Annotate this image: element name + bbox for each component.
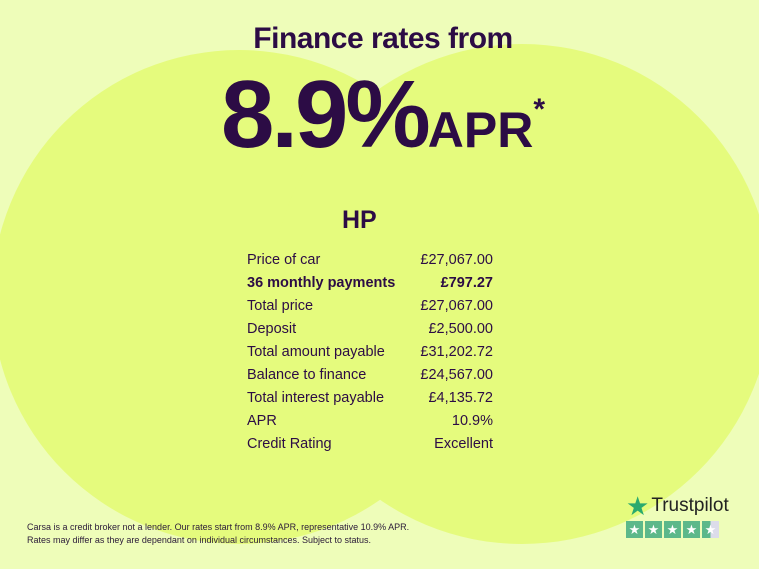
rating-star-icon: ★ xyxy=(664,521,681,538)
disclaimer-line-1: Carsa is a credit broker not a lender. O… xyxy=(27,522,410,532)
row-value: £797.27 xyxy=(440,275,493,291)
rate-suffix: APR xyxy=(427,102,534,158)
finance-table: Price of car £27,067.00 36 monthly payment… xyxy=(247,250,493,457)
trustpilot-star-icon: ★ xyxy=(626,491,650,521)
row-value: £24,567.00 xyxy=(420,367,493,383)
row-label: APR xyxy=(247,413,277,429)
trustpilot-rating: ★ ★ ★ ★ ★ xyxy=(626,521,729,538)
finance-type: HP xyxy=(342,206,377,234)
trustpilot-logo: ★ Trustpilot xyxy=(626,491,729,521)
row-label: 36 monthly payments xyxy=(247,275,396,291)
asterisk: * xyxy=(533,93,546,126)
headline: Finance rates from xyxy=(253,22,513,55)
rating-star-icon: ★ xyxy=(683,521,700,538)
row-value: 10.9% xyxy=(451,413,493,429)
row-label: Total amount payable xyxy=(247,344,385,360)
table-row: Total amount payable £31,202.72 xyxy=(247,342,493,365)
table-row: Deposit £2,500.00 xyxy=(247,319,493,342)
trustpilot-badge: ★ Trustpilot ★ ★ ★ ★ ★ xyxy=(626,491,729,538)
row-label: Price of car xyxy=(247,252,321,268)
row-value: £27,067.00 xyxy=(420,298,493,314)
row-label: Credit Rating xyxy=(247,436,332,452)
row-label: Total interest payable xyxy=(247,390,385,406)
table-row: Price of car £27,067.00 xyxy=(247,250,493,273)
row-value: £27,067.00 xyxy=(420,252,493,268)
table-row: 36 monthly payments £797.27 xyxy=(247,273,493,296)
disclaimer-line-2: Rates may differ as they are dependant o… xyxy=(27,535,372,545)
background-circle-right xyxy=(272,44,759,544)
row-value: £2,500.00 xyxy=(428,321,493,337)
row-label: Deposit xyxy=(247,321,297,337)
table-row: Credit Rating Excellent xyxy=(247,434,493,457)
rate-display: 8.9%APR* xyxy=(0,60,759,170)
disclaimer: Carsa is a credit broker not a lender. O… xyxy=(27,521,409,547)
table-row: Total price £27,067.00 xyxy=(247,296,493,319)
rating-star-icon: ★ xyxy=(626,521,643,538)
table-row: APR 10.9% xyxy=(247,411,493,434)
trustpilot-name: Trustpilot xyxy=(651,495,729,516)
table-row: Balance to finance £24,567.00 xyxy=(247,365,493,388)
table-row: Total interest payable £4,135.72 xyxy=(247,388,493,411)
row-value: £4,135.72 xyxy=(428,390,493,406)
rating-star-icon: ★ xyxy=(702,521,719,538)
row-value: £31,202.72 xyxy=(420,344,493,360)
row-value: Excellent xyxy=(434,436,493,452)
rate-value: 8.9% xyxy=(220,61,431,168)
row-label: Total price xyxy=(247,298,314,314)
rating-star-icon: ★ xyxy=(645,521,662,538)
row-label: Balance to finance xyxy=(247,367,367,383)
